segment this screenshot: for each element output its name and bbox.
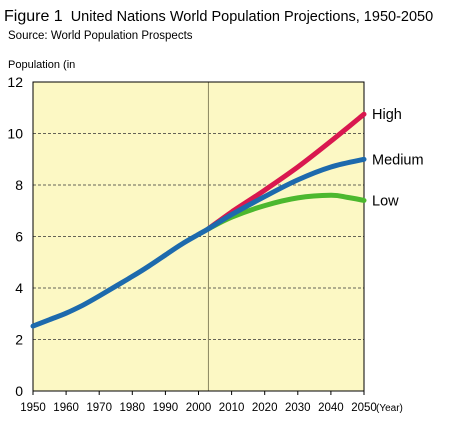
y-tick-label: 4 [15,280,23,296]
x-tick-label: 2000 [186,402,212,414]
x-tick-label: 1990 [153,402,179,414]
x-tick-label: 2040 [318,402,344,414]
chart-title: United Nations World Population Projecti… [70,9,434,25]
series-label-low: Low [372,193,399,209]
series-label-high: High [372,107,402,123]
y-tick-label: 12 [7,74,23,90]
x-tick-label: 2020 [252,402,278,414]
y-tick-label: 0 [15,383,23,399]
x-tick-label: 2010 [219,402,245,414]
x-tick-label: 1950 [20,402,46,414]
x-axis-label: (Year) [376,403,403,414]
figure-label: Figure 1 [4,8,63,25]
x-tick-label: 1960 [53,402,79,414]
series-line-medium [30,156,367,329]
y-tick-label: 2 [15,332,23,348]
chart-subtitle: Source: World Population Prospects [8,30,193,42]
x-tick-label: 2030 [285,402,311,414]
y-tick-label: 6 [15,229,23,245]
series-label-medium: Medium [372,152,424,168]
x-tick-label: 1970 [86,402,112,414]
x-tick-label: 1980 [120,402,146,414]
y-axis-label: Population (in [8,59,75,71]
y-tick-label: 10 [7,126,23,142]
x-tick-label: 2050 [351,402,377,414]
chart-title-block: Figure 1 United Nations World Population … [4,8,433,26]
y-tick-label: 8 [15,177,23,193]
